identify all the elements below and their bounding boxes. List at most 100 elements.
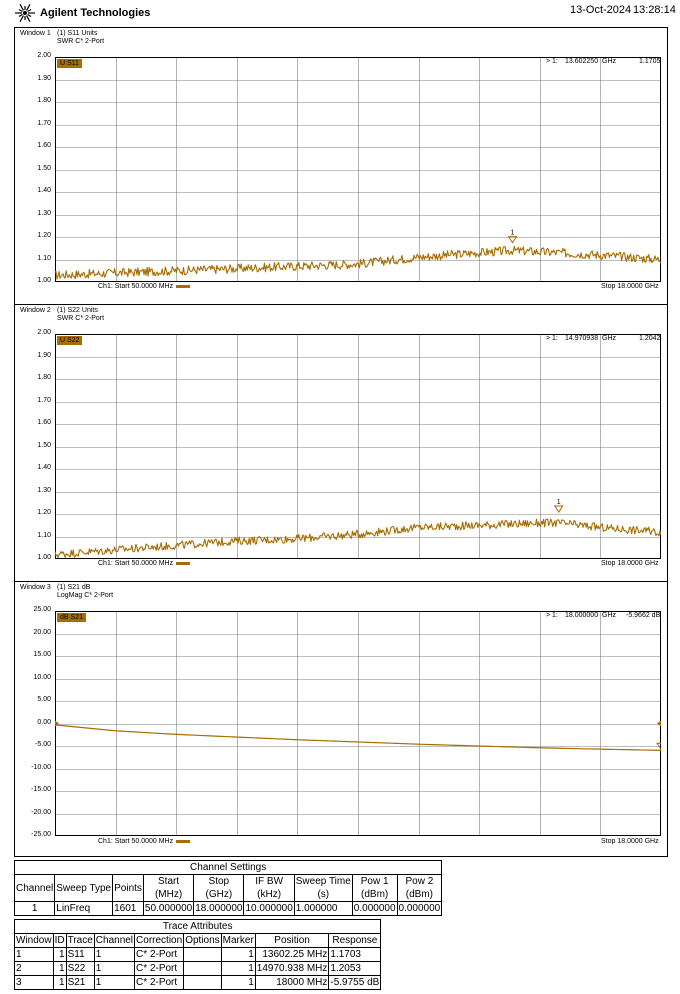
window-3: Window 3 (1) S21 dB LogMag C* 2-Port 25.… — [14, 581, 668, 857]
stop-frequency-label: Stop 18.0000 GHz — [601, 838, 659, 845]
marker-number: > 1: — [546, 335, 558, 342]
cell: 1 — [13, 901, 56, 916]
header-cell: Marker — [220, 933, 256, 948]
header-cell: Window — [14, 933, 54, 948]
start-frequency-label: Ch1: Start 50.0000 MHz — [98, 283, 191, 290]
cell: 1 — [52, 975, 67, 990]
logo-ray — [18, 13, 23, 18]
cell: 0.000000 — [351, 901, 398, 916]
cell: 10.000000 — [243, 901, 295, 916]
format-label: LogMag C* 2-Port — [57, 592, 114, 599]
marker-triangle — [553, 505, 564, 513]
cell: 1 — [220, 947, 256, 962]
header-cell: Pow 2 (dBm) — [396, 874, 443, 902]
cell: 1 — [52, 947, 67, 962]
cell: 1.1703 — [328, 947, 382, 962]
data-line-s22 — [55, 518, 661, 558]
y-tick-label: 1.60 — [37, 419, 51, 426]
cell: 1 — [220, 975, 256, 990]
plot-area[interactable]: 1 dB S21 > 1: 18.000000 GHz -5.9662 dB — [55, 611, 661, 836]
y-tick-label: 25.00 — [33, 606, 51, 613]
logo-ray — [27, 8, 32, 13]
marker-value: -5.9662 dB — [626, 612, 661, 619]
marker-unit: GHz — [602, 58, 616, 65]
y-tick-label: 1.00 — [37, 554, 51, 561]
reference-left-arrow — [55, 720, 59, 727]
logo-ray — [19, 4, 25, 11]
trace-svg: 1 — [55, 334, 661, 559]
logo-ray — [25, 4, 31, 11]
cell: 0.000000 — [396, 901, 443, 916]
header-cell: Stop (GHz) — [193, 874, 245, 902]
data-line-s21 — [55, 724, 661, 751]
marker-number: > 1: — [546, 612, 558, 619]
y-tick-label: 1.70 — [37, 119, 51, 127]
y-tick-label: 1.40 — [37, 187, 51, 194]
marker-number-label: 1 — [557, 499, 561, 506]
y-tick-label: -25.00 — [31, 831, 51, 838]
y-tick-label: 1.70 — [37, 396, 51, 404]
cell — [183, 975, 222, 990]
logo-center — [23, 11, 27, 15]
channel-settings-table: Channel Settings Channel Sweep Type Poin… — [13, 860, 443, 916]
y-tick-label: 1.30 — [37, 486, 51, 494]
y-tick-label: 1.80 — [37, 374, 51, 381]
header-cell: Pow 1 (dBm) — [351, 874, 398, 902]
cell: 1.000000 — [293, 901, 353, 916]
plot-border — [55, 57, 661, 282]
window-title: Window 1 — [20, 30, 51, 37]
marker-value: 1.1705 — [639, 58, 661, 65]
cell: 50.000000 — [142, 901, 195, 916]
trace-label: dB S21 — [57, 613, 86, 622]
y-tick-label: -15.00 — [31, 786, 51, 793]
stop-frequency-label: Stop 18.0000 GHz — [601, 283, 659, 290]
cell: S22 — [65, 961, 95, 976]
cell: 1 — [52, 961, 67, 976]
cell: 1601 — [112, 901, 144, 916]
header-cell: IF BW (kHz) — [243, 874, 295, 902]
plot-border — [55, 334, 661, 559]
y-tick-label: 1.30 — [37, 209, 51, 217]
y-tick-label: 1.80 — [37, 97, 51, 104]
y-tick-label: 1.50 — [37, 164, 51, 172]
cell: C* 2-Port — [134, 961, 185, 976]
header-cell: Correction — [134, 933, 185, 948]
cell: 1 — [93, 975, 136, 990]
trace-color-swatch — [176, 561, 191, 565]
cell: 1 — [93, 961, 136, 976]
header-cell: Position — [254, 933, 330, 948]
measurement-label: (1) S21 dB — [57, 584, 91, 591]
table-row: 1 1 S11 1 C* 2-Port 1 13602.25 MHz 1.170… — [14, 947, 382, 962]
table-row: 1 LinFreq 1601 50.000000 18.000000 10.00… — [13, 901, 443, 916]
y-tick-label: 1.90 — [37, 351, 51, 359]
marker-triangle — [507, 236, 518, 244]
stop-frequency-label: Stop 18.0000 GHz — [601, 560, 659, 567]
y-tick-label: 1.60 — [37, 142, 51, 149]
cell: 2 — [14, 961, 54, 976]
logo-ray — [27, 13, 32, 18]
reference-right-arrow — [657, 720, 661, 727]
header-cell: Channel — [13, 874, 56, 902]
y-tick-label: 1.10 — [37, 254, 51, 262]
window-1: Window 1 (1) S11 Units SWR C* 2-Port 2.0… — [14, 27, 668, 306]
cell — [183, 961, 222, 976]
cell — [183, 947, 222, 962]
format-label: SWR C* 2-Port — [57, 315, 105, 322]
y-tick-label: 15.00 — [33, 651, 51, 658]
cell: 18000 MHz — [254, 975, 330, 990]
channel-settings-header-row: Channel Sweep Type Points Start (MHz) Sto… — [13, 874, 443, 902]
starburst-logo-icon — [15, 4, 35, 22]
marker-frequency: 18.000000 — [565, 612, 599, 619]
measurement-label: (1) S11 Units — [57, 30, 98, 37]
plot-border — [55, 611, 661, 836]
logo-ray — [18, 8, 23, 13]
y-tick-label: 2.00 — [37, 329, 51, 336]
cell: 1.2053 — [328, 961, 382, 976]
plot-area[interactable]: 1 U S11 > 1: 13.602250 GHz 1.1705 — [55, 57, 661, 282]
cell: 3 — [14, 975, 54, 990]
plot-area[interactable]: 1 U S22 > 1: 14.970938 GHz 1.2042 — [55, 334, 661, 559]
y-tick-label: 1.20 — [37, 232, 51, 239]
trace-svg: 1 — [55, 611, 661, 836]
marker-triangle — [656, 742, 661, 751]
y-tick-label: -20.00 — [31, 808, 51, 816]
